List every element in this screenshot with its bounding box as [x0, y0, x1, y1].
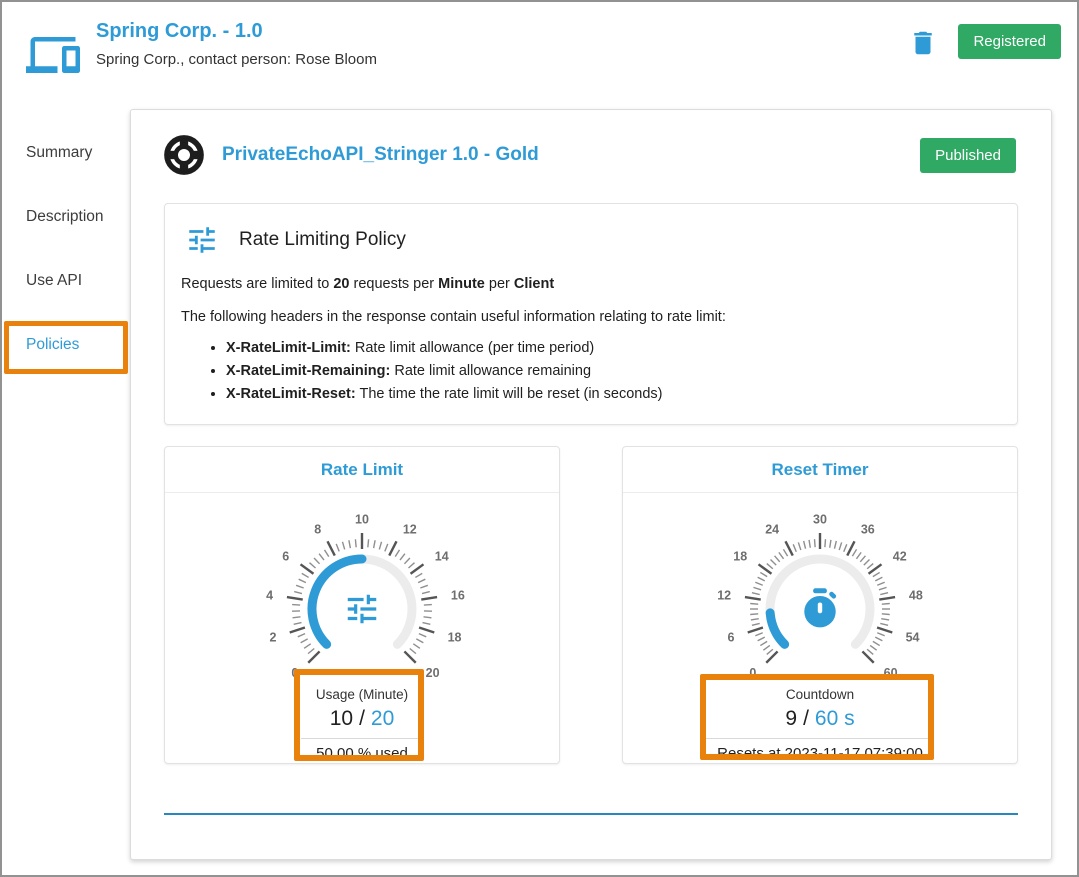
reset-timer-card-title: Reset Timer — [623, 447, 1017, 493]
svg-text:14: 14 — [435, 550, 449, 564]
divider — [301, 738, 423, 739]
svg-text:54: 54 — [906, 630, 920, 644]
svg-text:16: 16 — [451, 588, 465, 602]
reset-timer-gauge: 0 6 12 18 24 30 36 42 48 54 60 — [717, 513, 923, 681]
usage-value: 10/20 — [329, 707, 395, 730]
list-item: X-RateLimit-Remaining: Rate limit allowa… — [226, 360, 1001, 383]
svg-text:24: 24 — [765, 522, 779, 536]
policy-limit-line: Requests are limited to 20 requests per … — [181, 276, 555, 292]
usage-label: Usage (Minute) — [315, 687, 409, 702]
svg-text:6: 6 — [282, 550, 289, 564]
svg-text:60: 60 — [884, 666, 898, 680]
svg-text:10: 10 — [355, 513, 369, 527]
delete-application-button[interactable] — [908, 28, 938, 61]
tune-icon — [189, 227, 215, 253]
reset-time: Resets at 2023-11-17 07:39:00 — [717, 745, 923, 762]
sidebar-item-description[interactable]: Description — [26, 208, 104, 225]
api-header-row: PrivateEchoAPI_Stringer 1.0 - Gold Publi… — [164, 110, 1018, 183]
page-title: Spring Corp. - 1.0 — [96, 20, 263, 42]
list-item: X-RateLimit-Limit: Rate limit allowance … — [226, 337, 1001, 360]
reset-timer-card: Reset Timer 0 6 12 18 24 30 36 42 48 54 60 Countdo… — [622, 446, 1018, 764]
svg-text:8: 8 — [314, 522, 321, 536]
app-header: Spring Corp. - 1.0 Spring Corp., contact… — [2, 2, 1077, 94]
svg-text:6: 6 — [727, 630, 734, 644]
svg-text:0: 0 — [291, 666, 298, 680]
sidebar-item-summary[interactable]: Summary — [26, 144, 93, 161]
countdown-label: Countdown — [785, 687, 855, 702]
svg-text:20: 20 — [426, 666, 440, 680]
devices-icon — [26, 37, 80, 73]
rate-limit-gauge: 0 2 4 6 8 10 12 14 16 18 20 — [266, 513, 465, 681]
policy-heading: Rate Limiting Policy — [239, 229, 406, 250]
status-badge-published: Published — [920, 137, 1016, 173]
svg-text:42: 42 — [893, 550, 907, 564]
section-divider — [164, 813, 1018, 815]
life-ring-icon — [164, 135, 204, 175]
api-title: PrivateEchoAPI_Stringer 1.0 - Gold — [222, 144, 539, 165]
list-item: X-RateLimit-Reset: The time the rate lim… — [226, 383, 1001, 406]
svg-text:0: 0 — [749, 666, 756, 680]
countdown-value: 9/60 s — [785, 707, 855, 730]
svg-text:48: 48 — [909, 588, 923, 602]
sidebar-item-policies[interactable]: Policies — [26, 336, 80, 353]
svg-text:18: 18 — [733, 550, 747, 564]
page-subtitle: Spring Corp., contact person: Rose Bloom — [96, 51, 377, 68]
rate-limit-card: Rate Limit 0 2 4 6 8 10 12 14 16 18 20 Usage (Minu… — [164, 446, 560, 764]
timer-icon — [797, 586, 843, 632]
gauge-row: Rate Limit 0 2 4 6 8 10 12 14 16 18 20 Usage (Minu… — [164, 446, 1018, 764]
policy-headers-list: X-RateLimit-Limit: Rate limit allowance … — [181, 337, 1001, 406]
sidebar-item-use-api[interactable]: Use API — [26, 272, 82, 289]
status-badge-registered: Registered — [958, 24, 1061, 59]
usage-percent: 50.00 % used — [316, 745, 408, 762]
tune-icon — [343, 590, 381, 628]
divider — [706, 738, 934, 739]
svg-text:12: 12 — [403, 522, 417, 536]
svg-text:36: 36 — [861, 522, 875, 536]
trash-icon — [914, 31, 933, 55]
svg-text:2: 2 — [269, 630, 276, 644]
countdown-info: Countdown 9/60 s Resets at 2023-11-17 07… — [623, 687, 1017, 762]
rate-limit-card-title: Rate Limit — [165, 447, 559, 493]
rate-limiting-policy-panel: Rate Limiting Policy Requests are limite… — [164, 203, 1018, 425]
svg-text:18: 18 — [448, 630, 462, 644]
svg-text:12: 12 — [717, 588, 731, 602]
sidebar-nav: Summary Description Use API Policies — [2, 121, 130, 377]
svg-text:30: 30 — [813, 513, 827, 527]
subscription-card: PrivateEchoAPI_Stringer 1.0 - Gold Publi… — [130, 109, 1052, 860]
policy-headers-intro: The following headers in the response co… — [181, 309, 726, 325]
usage-info: Usage (Minute) 10/20 50.00 % used — [165, 687, 559, 762]
svg-text:4: 4 — [266, 588, 273, 602]
